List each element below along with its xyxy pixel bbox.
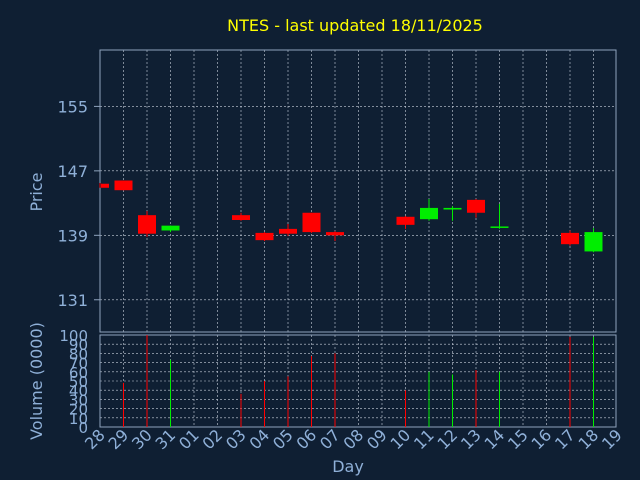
candle-body [396, 216, 415, 225]
volume-tick-label: 40 [69, 382, 88, 400]
price-tick-label: 155 [57, 97, 88, 116]
candle-body [161, 225, 180, 231]
volume-tick-label: 0 [78, 419, 88, 437]
price-tick-label: 131 [57, 291, 88, 310]
volume-tick-label: 90 [69, 336, 88, 354]
volume-tick-label: 60 [69, 364, 88, 382]
candle-body [255, 232, 274, 241]
candle-body [490, 226, 509, 228]
volume-tick-label: 80 [69, 345, 88, 363]
volume-tick-label: 70 [69, 355, 88, 373]
candle-body [326, 232, 344, 236]
price-panel-frame [99, 49, 617, 333]
volume-tick-label: 50 [69, 373, 88, 391]
x-axis: 2829303101020304050607080910111213141516… [81, 425, 626, 453]
candle-body [138, 215, 156, 234]
volume-tick-label: 10 [69, 410, 88, 428]
price-tick-label: 147 [57, 162, 88, 181]
candle-body [279, 228, 297, 234]
candle-body [302, 212, 321, 233]
candle-body [420, 207, 438, 220]
volume-tick-label: 20 [69, 401, 88, 419]
candle-body [114, 180, 133, 191]
candle-body [101, 183, 109, 188]
volume-tick-label: 30 [69, 391, 88, 409]
x-axis-label: Day [332, 457, 364, 476]
candle-body [443, 207, 462, 210]
volume-axis-label: Volume (0000) [27, 322, 46, 440]
candle-body [561, 232, 579, 245]
candle-body [584, 232, 603, 252]
price-tick-label: 139 [57, 226, 88, 245]
chart-title: NTES - last updated 18/11/2025 [227, 16, 483, 35]
candle-body [232, 215, 250, 221]
candle-body [467, 199, 485, 213]
volume-tick-label: 100 [59, 327, 88, 345]
price-panel: 131 139 147 155 [57, 49, 617, 333]
price-axis-label: Price [27, 172, 46, 211]
volume-panel-frame [99, 334, 617, 428]
